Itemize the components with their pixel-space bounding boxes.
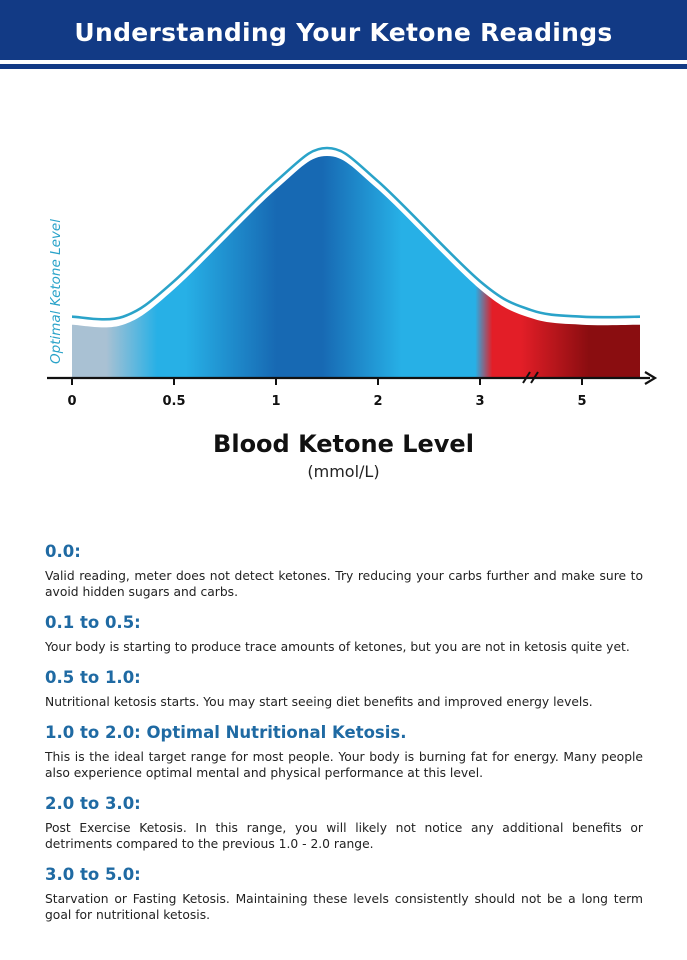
x-tick-label: 3: [475, 394, 484, 409]
range-item: 3.0 to 5.0: Starvation or Fasting Ketosi…: [45, 865, 643, 923]
ketone-range-list: 0.0: Valid reading, meter does not detec…: [45, 542, 643, 936]
range-description: Starvation or Fasting Ketosis. Maintaini…: [45, 892, 643, 922]
axis-break-mark: [530, 371, 539, 384]
x-axis-units: (mmol/L): [307, 462, 380, 481]
header-divider-blue: [0, 64, 687, 69]
range-title: 0.0:: [45, 542, 81, 561]
range-title: 0.1 to 0.5:: [45, 613, 141, 632]
axis-break-mark: [522, 371, 531, 384]
page-header: Understanding Your Ketone Readings: [0, 0, 687, 60]
x-tick-label: 5: [577, 394, 586, 409]
x-tick-label: 0: [67, 394, 76, 409]
y-axis-label: Optimal Ketone Level: [48, 219, 64, 364]
range-item: 0.0: Valid reading, meter does not detec…: [45, 542, 643, 600]
range-title: 1.0 to 2.0: Optimal Nutritional Ketosis.: [45, 723, 407, 742]
range-description: Nutritional ketosis starts. You may star…: [45, 695, 593, 709]
curve-outline: [71, 146, 641, 321]
range-title: 0.5 to 1.0:: [45, 668, 141, 687]
x-tick-label: 2: [373, 394, 382, 409]
ketone-bell-curve-chart: 0 0.5 1 2 3 5 Optimal Ketone Level: [47, 146, 658, 409]
header-divider-white: [0, 60, 687, 64]
range-description: Valid reading, meter does not detect ket…: [45, 569, 643, 599]
range-description: This is the ideal target range for most …: [45, 750, 643, 780]
page-title: Understanding Your Ketone Readings: [74, 17, 613, 47]
range-item: 0.1 to 0.5: Your body is starting to pro…: [45, 613, 643, 655]
range-item: 2.0 to 3.0: Post Exercise Ketosis. In th…: [45, 794, 643, 852]
range-item: 1.0 to 2.0: Optimal Nutritional Ketosis.…: [45, 723, 643, 781]
range-item: 0.5 to 1.0: Nutritional ketosis starts. …: [45, 668, 643, 710]
range-title: 3.0 to 5.0:: [45, 865, 141, 884]
range-description: Post Exercise Ketosis. In this range, yo…: [45, 821, 643, 851]
curve-area-fill: [72, 156, 640, 378]
range-description: Your body is starting to produce trace a…: [45, 640, 630, 654]
x-axis-title: Blood Ketone Level: [213, 430, 474, 458]
range-title: 2.0 to 3.0:: [45, 794, 141, 813]
x-axis-arrow: [644, 371, 658, 385]
x-tick-label: 1: [271, 394, 280, 409]
x-tick-label: 0.5: [162, 394, 185, 409]
